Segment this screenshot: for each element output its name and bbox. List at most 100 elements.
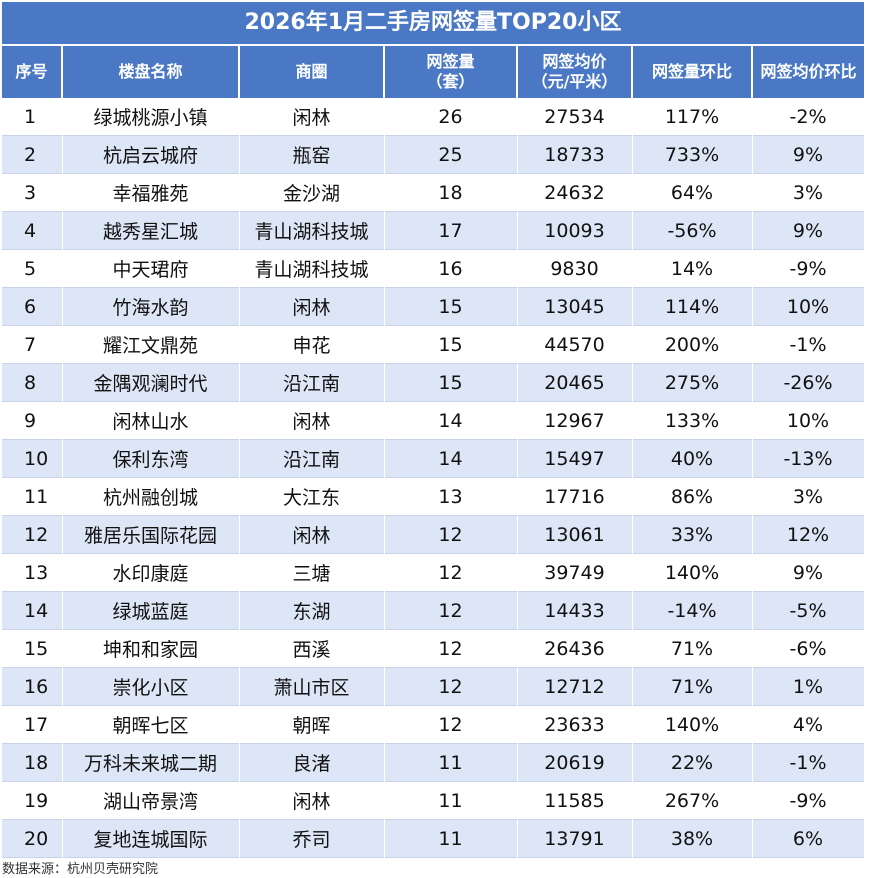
- cell-volume-mom: 33%: [632, 515, 753, 554]
- cell-no: 4: [2, 211, 63, 250]
- table-row: 4 越秀星汇城 青山湖科技城 17 10093 -56% 9%: [2, 211, 865, 250]
- cell-no: 2: [2, 135, 63, 174]
- cell-price-mom: 10%: [752, 287, 865, 326]
- cell-volume: 12: [384, 667, 518, 706]
- cell-price: 20619: [517, 743, 633, 782]
- cell-price: 12712: [517, 667, 633, 706]
- cell-price: 20465: [517, 363, 633, 402]
- cell-no: 13: [2, 553, 63, 592]
- cell-volume: 11: [384, 781, 518, 820]
- cell-price: 9830: [517, 249, 633, 288]
- table-title: 2026年1月二手房网签量TOP20小区: [2, 2, 864, 46]
- cell-area: 瓶窑: [239, 135, 385, 174]
- cell-name: 崇化小区: [62, 667, 240, 706]
- cell-price: 11585: [517, 781, 633, 820]
- cell-name: 水印康庭: [62, 553, 240, 592]
- cell-price-mom: -1%: [752, 325, 865, 364]
- header-price-line2: （元/平米）: [531, 72, 618, 91]
- cell-volume-mom: 71%: [632, 667, 753, 706]
- cell-name: 杭启云城府: [62, 135, 240, 174]
- cell-name: 雅居乐国际花园: [62, 515, 240, 554]
- cell-price: 44570: [517, 325, 633, 364]
- cell-price: 13045: [517, 287, 633, 326]
- cell-volume-mom: 64%: [632, 173, 753, 212]
- table-row: 17 朝晖七区 朝晖 12 23633 140% 4%: [2, 705, 865, 744]
- cell-volume: 16: [384, 249, 518, 288]
- cell-volume: 12: [384, 591, 518, 630]
- cell-area: 闲林: [239, 287, 385, 326]
- header-price: 网签均价 （元/平米）: [517, 46, 633, 98]
- table-row: 2 杭启云城府 瓶窑 25 18733 733% 9%: [2, 135, 865, 174]
- cell-price: 24632: [517, 173, 633, 212]
- cell-area: 东湖: [239, 591, 385, 630]
- cell-price: 10093: [517, 211, 633, 250]
- header-name: 楼盘名称: [62, 46, 240, 98]
- cell-no: 15: [2, 629, 63, 668]
- cell-price-mom: -9%: [752, 249, 865, 288]
- cell-name: 绿城桃源小镇: [62, 98, 240, 136]
- cell-area: 朝晖: [239, 705, 385, 744]
- cell-volume-mom: 86%: [632, 477, 753, 516]
- cell-price-mom: 3%: [752, 173, 865, 212]
- cell-volume-mom: 140%: [632, 553, 753, 592]
- cell-no: 8: [2, 363, 63, 402]
- table-row: 14 绿城蓝庭 东湖 12 14433 -14% -5%: [2, 591, 865, 630]
- cell-volume-mom: 733%: [632, 135, 753, 174]
- cell-area: 沿江南: [239, 363, 385, 402]
- cell-area: 良渚: [239, 743, 385, 782]
- cell-price-mom: 3%: [752, 477, 865, 516]
- table-row: 6 竹海水韵 闲林 15 13045 114% 10%: [2, 287, 865, 326]
- table-row: 18 万科未来城二期 良渚 11 20619 22% -1%: [2, 743, 865, 782]
- cell-price-mom: 6%: [752, 819, 865, 858]
- cell-volume-mom: -56%: [632, 211, 753, 250]
- cell-price: 23633: [517, 705, 633, 744]
- cell-no: 16: [2, 667, 63, 706]
- cell-volume: 18: [384, 173, 518, 212]
- cell-price: 17716: [517, 477, 633, 516]
- cell-volume: 15: [384, 287, 518, 326]
- cell-price: 39749: [517, 553, 633, 592]
- cell-name: 保利东湾: [62, 439, 240, 478]
- cell-area: 金沙湖: [239, 173, 385, 212]
- cell-no: 3: [2, 173, 63, 212]
- table-row: 13 水印康庭 三塘 12 39749 140% 9%: [2, 553, 865, 592]
- cell-volume-mom: 14%: [632, 249, 753, 288]
- cell-area: 三塘: [239, 553, 385, 592]
- cell-volume: 12: [384, 515, 518, 554]
- cell-volume: 12: [384, 553, 518, 592]
- table-row: 11 杭州融创城 大江东 13 17716 86% 3%: [2, 477, 865, 516]
- cell-volume-mom: 114%: [632, 287, 753, 326]
- cell-price: 14433: [517, 591, 633, 630]
- cell-name: 闲林山水: [62, 401, 240, 440]
- cell-no: 9: [2, 401, 63, 440]
- header-volume-line2: （套）: [426, 72, 475, 91]
- cell-price-mom: -13%: [752, 439, 865, 478]
- cell-price-mom: -2%: [752, 98, 865, 136]
- cell-volume: 17: [384, 211, 518, 250]
- cell-price: 26436: [517, 629, 633, 668]
- table-row: 7 耀江文鼎苑 申花 15 44570 200% -1%: [2, 325, 865, 364]
- cell-volume: 14: [384, 439, 518, 478]
- cell-name: 坤和和家园: [62, 629, 240, 668]
- table-row: 3 幸福雅苑 金沙湖 18 24632 64% 3%: [2, 173, 865, 212]
- cell-price: 13791: [517, 819, 633, 858]
- cell-name: 湖山帝景湾: [62, 781, 240, 820]
- cell-area: 闲林: [239, 401, 385, 440]
- cell-volume-mom: 140%: [632, 705, 753, 744]
- cell-price-mom: 10%: [752, 401, 865, 440]
- cell-volume: 25: [384, 135, 518, 174]
- cell-area: 沿江南: [239, 439, 385, 478]
- table-container: 2026年1月二手房网签量TOP20小区 序号 楼盘名称 商圈 网签量 （套） …: [2, 2, 865, 858]
- cell-name: 越秀星汇城: [62, 211, 240, 250]
- cell-area: 闲林: [239, 781, 385, 820]
- table-row: 12 雅居乐国际花园 闲林 12 13061 33% 12%: [2, 515, 865, 554]
- cell-volume: 26: [384, 98, 518, 136]
- cell-volume: 11: [384, 743, 518, 782]
- cell-no: 1: [2, 98, 63, 136]
- table-header: 序号 楼盘名称 商圈 网签量 （套） 网签均价 （元/平米） 网签量环比 网签均…: [2, 46, 864, 98]
- cell-price: 12967: [517, 401, 633, 440]
- cell-volume-mom: 40%: [632, 439, 753, 478]
- table-row: 15 坤和和家园 西溪 12 26436 71% -6%: [2, 629, 865, 668]
- cell-price-mom: 12%: [752, 515, 865, 554]
- cell-price-mom: 4%: [752, 705, 865, 744]
